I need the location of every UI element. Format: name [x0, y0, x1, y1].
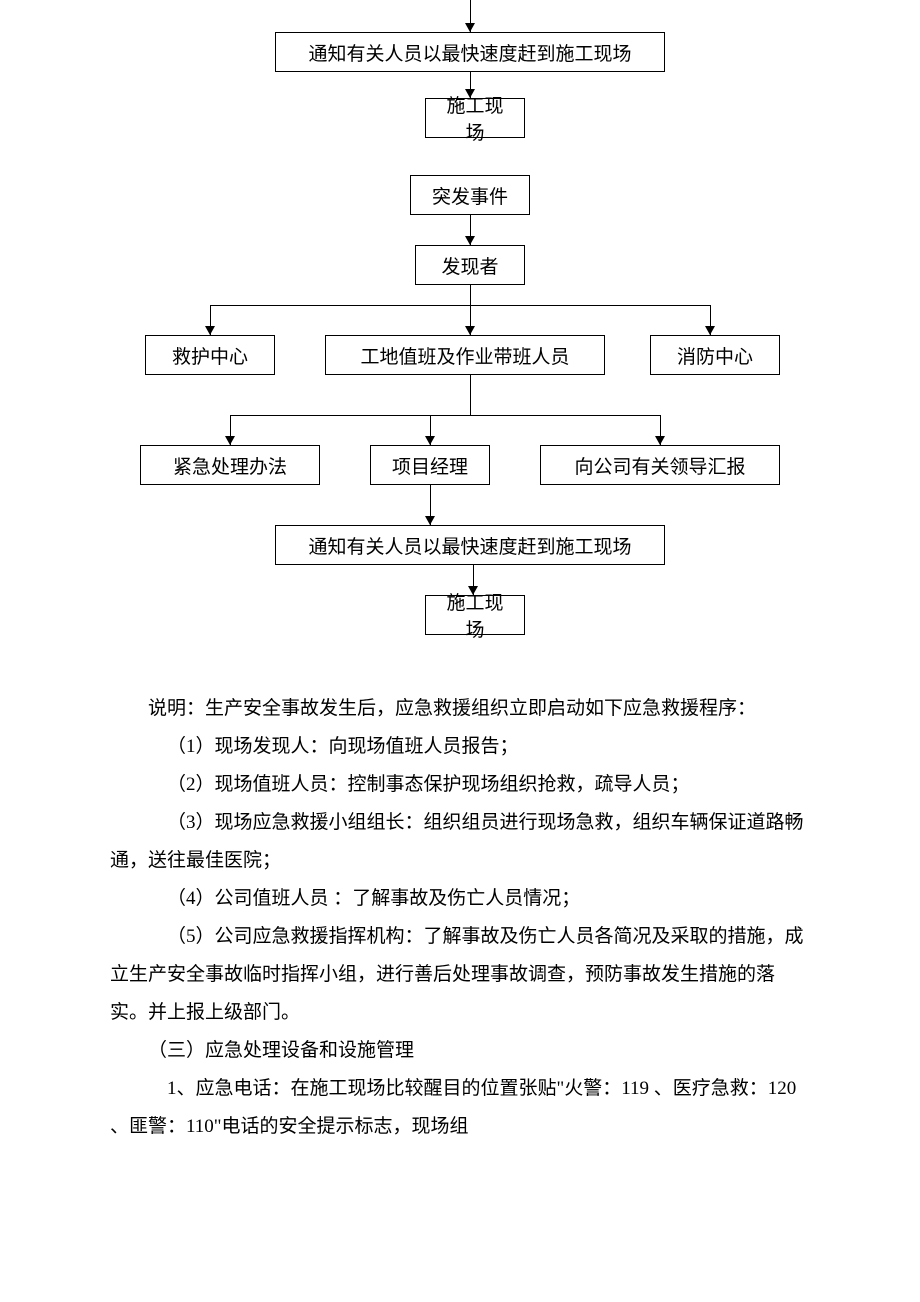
- section-3: （三）应急处理设备和设施管理: [110, 1032, 810, 1070]
- explanation-text: 说明：生产安全事故发生后，应急救援组织立即启动如下应急救援程序： （1）现场发现…: [0, 650, 920, 1186]
- item-2: （2）现场值班人员：控制事态保护现场组织抢救，疏导人员；: [110, 766, 810, 804]
- arrowhead-8: [425, 436, 435, 445]
- node-fire: 消防中心: [650, 335, 780, 375]
- node-discoverer: 发现者: [415, 245, 525, 285]
- flowchart-top: 通知有关人员以最快速度赶到施工现场施工现场: [0, 0, 920, 140]
- node-manager: 项目经理: [370, 445, 490, 485]
- arrowhead-3: [205, 326, 215, 335]
- arrowhead-1: [465, 89, 475, 98]
- node-report: 向公司有关领导汇报: [540, 445, 780, 485]
- flowchart-main: 突发事件发现者救护中心 工地值班及作业带班人员 消防中心紧急处理办法 项目经理 向公司有…: [0, 140, 920, 650]
- node-site: 施工现场: [425, 98, 525, 138]
- node-site: 施工现场: [425, 595, 525, 635]
- node-incident: 突发事件: [410, 175, 530, 215]
- phone-text: 1、应急电话：在施工现场比较醒目的位置张贴"火警：119 、医疗急救：120 、…: [110, 1070, 810, 1146]
- node-duty: 工地值班及作业带班人员: [325, 335, 605, 375]
- item-1: （1）现场发现人：向现场值班人员报告；: [110, 728, 810, 766]
- arrowhead-7: [225, 436, 235, 445]
- arrowhead-1: [465, 326, 475, 335]
- arrowhead-9: [655, 436, 665, 445]
- arrowhead-4: [705, 326, 715, 335]
- arrowhead-11: [468, 586, 478, 595]
- item-4: （4）公司值班人员 ：了解事故及伤亡人员情况；: [110, 880, 810, 918]
- node-notify: 通知有关人员以最快速度赶到施工现场: [275, 525, 665, 565]
- edge-h-6: [230, 415, 660, 416]
- arrowhead-10: [425, 516, 435, 525]
- arrowhead-0: [465, 236, 475, 245]
- node-notify: 通知有关人员以最快速度赶到施工现场: [275, 32, 665, 72]
- node-emergency: 紧急处理办法: [140, 445, 320, 485]
- intro-text: 说明：生产安全事故发生后，应急救援组织立即启动如下应急救援程序：: [110, 690, 810, 728]
- arrowhead-0: [465, 23, 475, 32]
- item-3: （3）现场应急救援小组组长：组织组员进行现场急救，组织车辆保证道路畅通，送往最佳…: [110, 804, 810, 880]
- node-rescue: 救护中心: [145, 335, 275, 375]
- edge-v-5: [470, 375, 471, 415]
- edge-h-2: [210, 305, 710, 306]
- item-5: （5）公司应急救援指挥机构：了解事故及伤亡人员各简况及采取的措施，成立生产安全事…: [110, 918, 810, 1032]
